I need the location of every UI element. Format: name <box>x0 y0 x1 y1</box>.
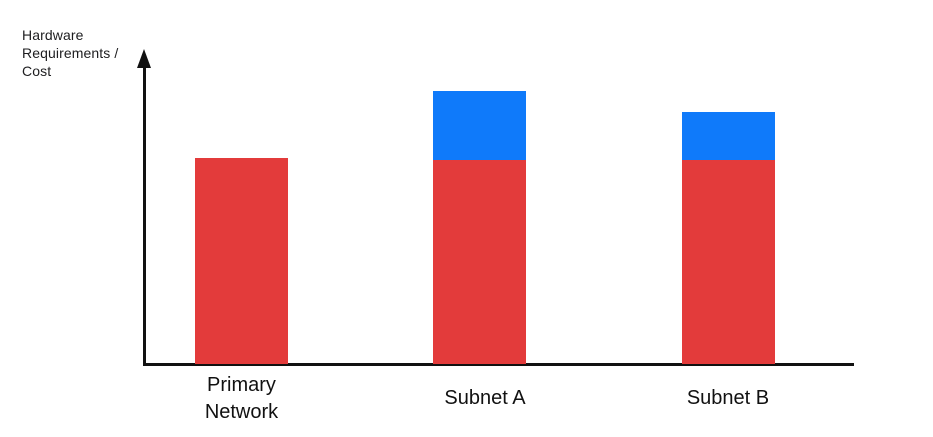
x-axis-label-subnet-b: Subnet B <box>686 387 770 409</box>
bar-segment-red-base-segment <box>682 160 775 364</box>
bar-segment-blue-added-segment <box>433 91 526 160</box>
y-axis-arrow-icon <box>137 49 151 68</box>
bar-segment-red-base-segment <box>433 160 526 364</box>
y-axis-line <box>143 62 146 365</box>
bar-segment-blue-added-segment <box>682 112 775 160</box>
x-axis-label-subnet-a: Subnet A <box>444 387 526 409</box>
x-axis-label-primary-network: Primary Network <box>204 374 279 423</box>
y-axis-label: Hardware Requirements / Cost <box>22 27 119 79</box>
bar-primary-network <box>195 158 288 364</box>
x-axis-line <box>143 363 854 366</box>
bar-subnet-a <box>433 91 526 364</box>
bar-subnet-b <box>682 112 775 364</box>
bar-segment-red-base-segment <box>195 158 288 364</box>
